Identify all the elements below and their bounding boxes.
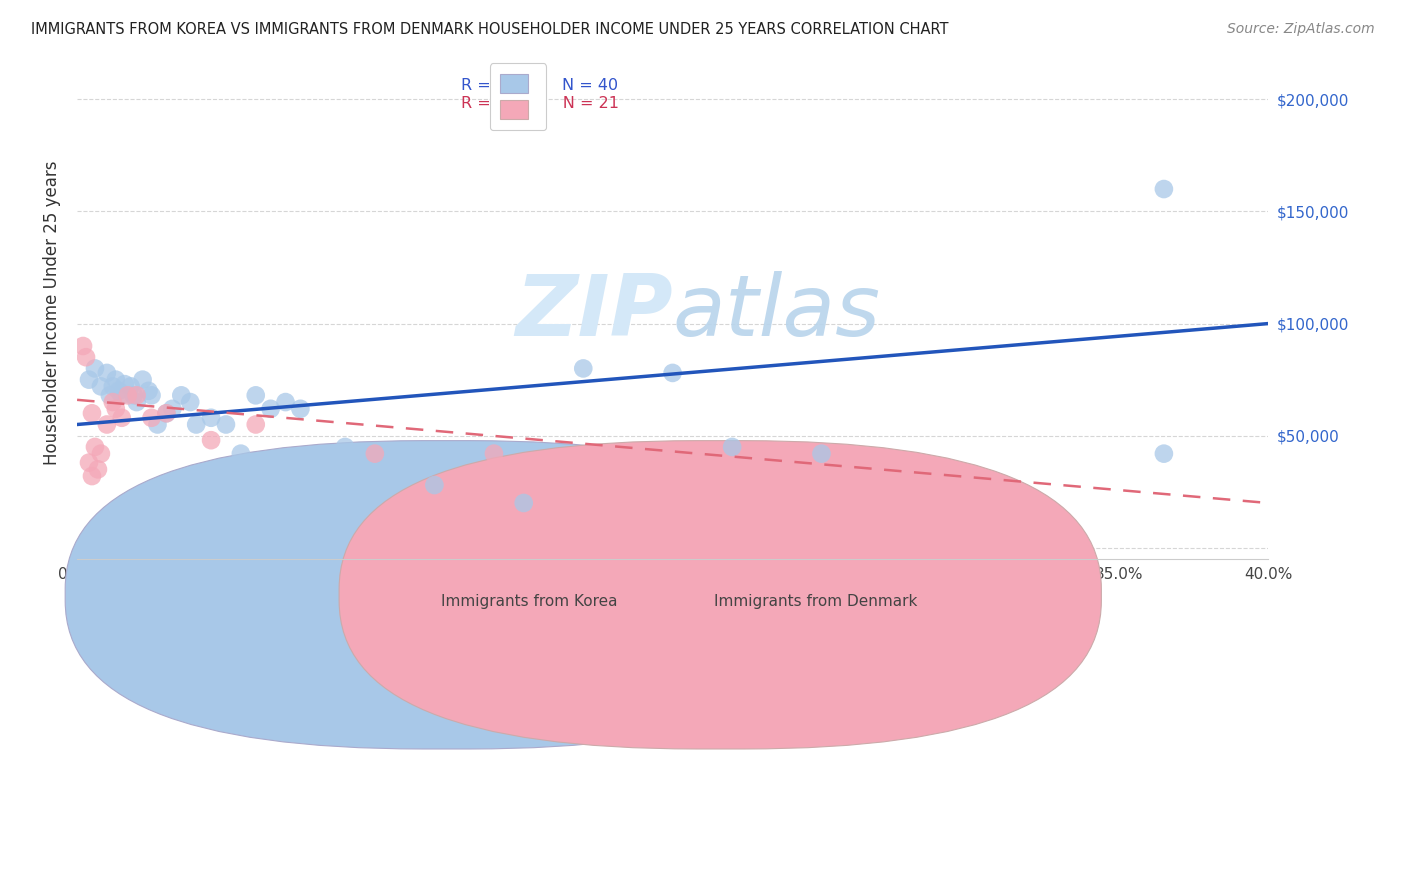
Point [810, 447, 832, 461]
Point [186, 417, 208, 432]
Point [661, 366, 683, 380]
Point [200, 410, 222, 425]
Point [96, 366, 118, 380]
Point [84, 440, 107, 454]
Point [423, 478, 446, 492]
Point [512, 496, 534, 510]
Point [155, 406, 177, 420]
Point [245, 388, 267, 402]
Point [104, 373, 127, 387]
Point [90, 447, 112, 461]
Point [72, 339, 94, 353]
Point [90, 379, 112, 393]
Point [131, 373, 153, 387]
Point [80, 469, 103, 483]
Point [77, 456, 100, 470]
Point [364, 456, 387, 470]
Text: R =  0.402   N = 40: R = 0.402 N = 40 [461, 78, 617, 93]
Point [125, 395, 148, 409]
Point [290, 401, 312, 416]
Point [155, 406, 177, 420]
FancyBboxPatch shape [65, 441, 828, 749]
Point [138, 384, 160, 398]
Point [333, 440, 356, 454]
Point [423, 523, 446, 537]
Y-axis label: Householder Income Under 25 years: Householder Income Under 25 years [44, 161, 60, 465]
Point [101, 395, 124, 409]
Point [77, 373, 100, 387]
Point [80, 406, 103, 420]
Legend: , : , [489, 63, 546, 129]
Point [84, 361, 107, 376]
Point [170, 388, 193, 402]
Text: R = -0.041   N = 21: R = -0.041 N = 21 [461, 96, 619, 112]
Point [274, 395, 297, 409]
Point [104, 401, 127, 416]
FancyBboxPatch shape [339, 441, 1101, 749]
Point [482, 447, 505, 461]
Point [141, 388, 163, 402]
Point [572, 361, 595, 376]
Text: atlas: atlas [672, 271, 880, 354]
Point [101, 379, 124, 393]
Text: IMMIGRANTS FROM KOREA VS IMMIGRANTS FROM DENMARK HOUSEHOLDER INCOME UNDER 25 YEA: IMMIGRANTS FROM KOREA VS IMMIGRANTS FROM… [31, 22, 949, 37]
Point [117, 388, 139, 402]
Point [87, 462, 110, 476]
Point [215, 417, 238, 432]
Point [146, 417, 169, 432]
Text: Immigrants from Korea: Immigrants from Korea [441, 593, 617, 608]
Point [229, 447, 252, 461]
Text: ZIP: ZIP [515, 271, 672, 354]
Point [96, 417, 118, 432]
Point [179, 395, 201, 409]
Point [141, 410, 163, 425]
Point [162, 401, 184, 416]
Point [245, 417, 267, 432]
Point [120, 379, 142, 393]
Point [122, 388, 145, 402]
Point [107, 384, 129, 398]
Point [98, 388, 121, 402]
Text: Source: ZipAtlas.com: Source: ZipAtlas.com [1227, 22, 1375, 37]
Point [364, 447, 387, 461]
Point [1153, 182, 1175, 196]
Point [304, 462, 326, 476]
Point [111, 410, 134, 425]
Point [114, 377, 136, 392]
Text: Immigrants from Denmark: Immigrants from Denmark [714, 593, 917, 608]
Point [111, 388, 134, 402]
Point [75, 350, 97, 364]
Point [1153, 447, 1175, 461]
Point [721, 440, 744, 454]
Point [259, 401, 281, 416]
Point [200, 433, 222, 447]
Point [125, 388, 148, 402]
